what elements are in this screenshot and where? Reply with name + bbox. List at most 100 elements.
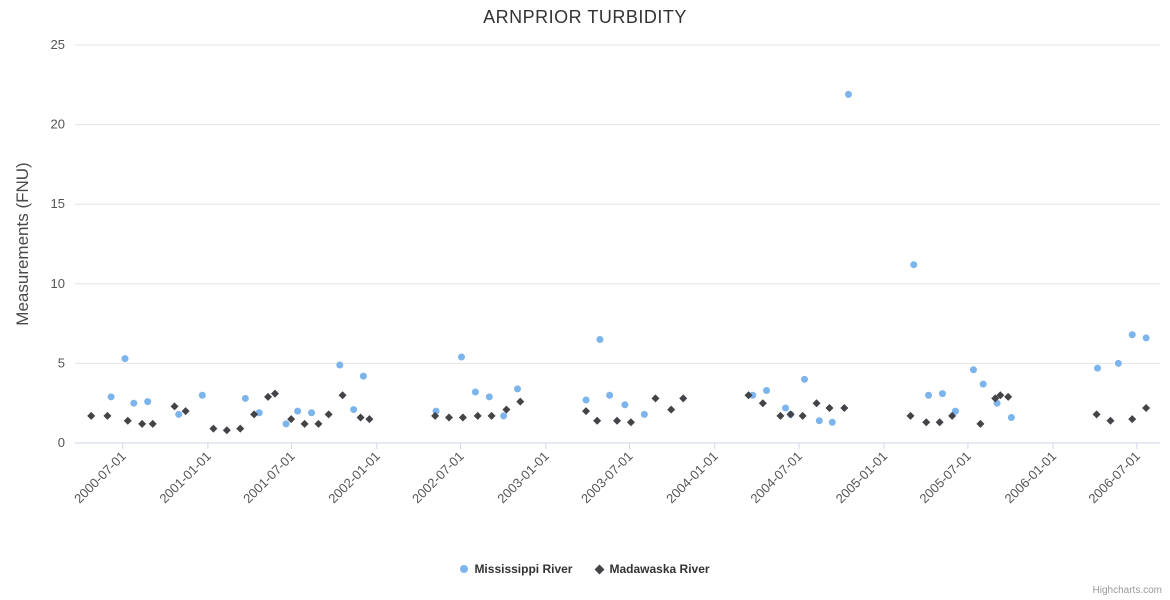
data-point[interactable] <box>356 413 365 422</box>
data-point[interactable] <box>500 412 508 420</box>
data-point[interactable] <box>458 413 467 422</box>
data-point[interactable] <box>107 393 115 401</box>
data-point[interactable] <box>1092 410 1101 419</box>
data-point[interactable] <box>123 416 132 425</box>
data-point[interactable] <box>314 419 323 428</box>
data-point[interactable] <box>776 411 785 420</box>
data-point[interactable] <box>922 418 931 427</box>
data-point[interactable] <box>487 411 496 420</box>
data-point[interactable] <box>485 393 493 401</box>
data-point[interactable] <box>812 399 821 408</box>
data-point[interactable] <box>282 420 290 428</box>
data-point[interactable] <box>121 355 129 363</box>
data-point[interactable] <box>626 418 635 427</box>
data-point[interactable] <box>679 394 688 403</box>
data-point[interactable] <box>308 409 316 417</box>
data-point[interactable] <box>782 404 790 412</box>
data-point[interactable] <box>502 405 511 414</box>
data-point[interactable] <box>951 407 959 415</box>
data-point[interactable] <box>324 410 333 419</box>
y-axis-label: 15 <box>51 196 65 211</box>
data-point[interactable] <box>991 394 1000 403</box>
data-point[interactable] <box>170 402 179 411</box>
data-point[interactable] <box>948 411 957 420</box>
data-point[interactable] <box>300 419 309 428</box>
data-point[interactable] <box>458 353 466 361</box>
data-point[interactable] <box>1142 334 1150 342</box>
data-point[interactable] <box>1142 403 1151 412</box>
data-point[interactable] <box>906 411 915 420</box>
data-point[interactable] <box>359 372 367 380</box>
data-point[interactable] <box>667 405 676 414</box>
legend-item-mississippi-river[interactable]: Mississippi River <box>460 562 572 576</box>
data-point[interactable] <box>613 416 622 425</box>
data-point[interactable] <box>473 411 482 420</box>
data-point[interactable] <box>996 391 1005 400</box>
data-point[interactable] <box>651 394 660 403</box>
data-point[interactable] <box>1004 392 1013 401</box>
data-point[interactable] <box>844 90 852 98</box>
data-point[interactable] <box>350 406 358 414</box>
data-point[interactable] <box>840 403 849 412</box>
data-point[interactable] <box>979 380 987 388</box>
data-point[interactable] <box>596 336 604 344</box>
data-point[interactable] <box>910 261 918 269</box>
data-point[interactable] <box>336 361 344 369</box>
data-point[interactable] <box>786 410 795 419</box>
data-point[interactable] <box>241 394 249 402</box>
data-point[interactable] <box>144 398 152 406</box>
data-point[interactable] <box>365 415 374 424</box>
data-point[interactable] <box>516 397 525 406</box>
data-point[interactable] <box>222 426 231 435</box>
data-point[interactable] <box>825 403 834 412</box>
data-point[interactable] <box>593 416 602 425</box>
data-point[interactable] <box>744 391 753 400</box>
data-point[interactable] <box>270 389 279 398</box>
data-point[interactable] <box>621 401 629 409</box>
data-point[interactable] <box>1007 414 1015 422</box>
data-point[interactable] <box>175 410 183 418</box>
data-point[interactable] <box>758 399 767 408</box>
data-point[interactable] <box>198 391 206 399</box>
data-point[interactable] <box>798 411 807 420</box>
data-point[interactable] <box>471 388 479 396</box>
data-point[interactable] <box>1128 415 1137 424</box>
data-point[interactable] <box>763 386 771 394</box>
data-point[interactable] <box>640 410 648 418</box>
data-point[interactable] <box>976 419 985 428</box>
data-point[interactable] <box>1106 416 1115 425</box>
data-point[interactable] <box>925 391 933 399</box>
highcharts-credit[interactable]: Highcharts.com <box>1092 585 1162 596</box>
data-point[interactable] <box>103 411 112 420</box>
data-point[interactable] <box>514 385 522 393</box>
data-point[interactable] <box>431 411 440 420</box>
data-point[interactable] <box>130 399 138 407</box>
data-point[interactable] <box>749 391 757 399</box>
data-point[interactable] <box>582 396 590 404</box>
data-point[interactable] <box>582 407 591 416</box>
data-point[interactable] <box>938 390 946 398</box>
data-point[interactable] <box>338 391 347 400</box>
data-point[interactable] <box>801 375 809 383</box>
legend-item-madawaska-river[interactable]: Madawaska River <box>595 562 710 576</box>
data-point[interactable] <box>1114 359 1122 367</box>
data-point[interactable] <box>1128 331 1136 339</box>
data-point[interactable] <box>1094 364 1102 372</box>
data-point[interactable] <box>181 407 190 416</box>
data-point[interactable] <box>445 413 454 422</box>
data-point[interactable] <box>969 366 977 374</box>
data-point[interactable] <box>606 391 614 399</box>
data-point[interactable] <box>236 424 245 433</box>
data-point[interactable] <box>138 419 147 428</box>
data-point[interactable] <box>828 418 836 426</box>
data-point[interactable] <box>287 415 296 424</box>
data-point[interactable] <box>264 392 273 401</box>
x-axis-label: 2006-01-01 <box>1002 449 1060 507</box>
data-point[interactable] <box>87 411 96 420</box>
data-point[interactable] <box>294 407 302 415</box>
data-point[interactable] <box>148 419 157 428</box>
data-point[interactable] <box>815 417 823 425</box>
data-point[interactable] <box>250 410 259 419</box>
data-point[interactable] <box>209 424 218 433</box>
data-point[interactable] <box>935 418 944 427</box>
